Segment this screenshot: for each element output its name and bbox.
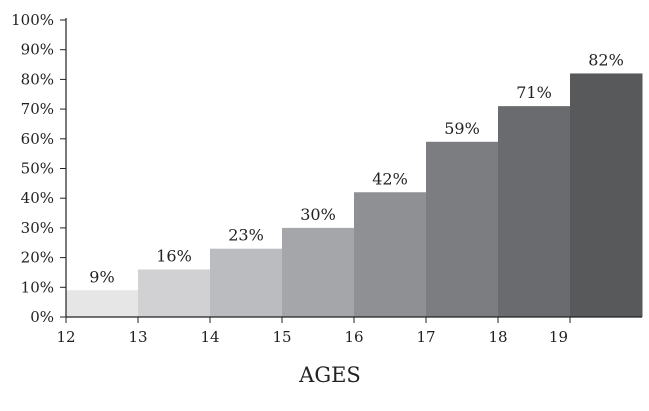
- bar: [354, 192, 427, 317]
- y-tick-label: 70%: [21, 100, 54, 118]
- x-tick-label: 12: [56, 328, 75, 346]
- x-tick-label: 18: [488, 328, 507, 346]
- y-tick-label: 20%: [21, 249, 54, 267]
- data-label: 30%: [300, 205, 336, 224]
- x-axis-title: AGES: [298, 363, 361, 387]
- y-tick-label: 80%: [21, 70, 54, 88]
- bar: [66, 290, 139, 317]
- x-tick-label: 13: [128, 328, 147, 346]
- bar: [210, 248, 283, 317]
- data-label: 23%: [228, 226, 264, 245]
- data-labels: 9% 16% 23% 30% 42% 59% 71% 82%: [89, 50, 623, 286]
- data-label: 16%: [156, 246, 192, 265]
- data-label: 82%: [588, 50, 624, 69]
- bar: [138, 269, 211, 317]
- data-label: 59%: [444, 119, 480, 138]
- bar: [426, 141, 499, 317]
- y-tick-label: 50%: [21, 160, 54, 178]
- data-label: 9%: [89, 267, 114, 286]
- axes: 0% 10% 20% 30% 40% 50% 60% 70% 80% 90% 100% 12 13 14 1…: [11, 11, 642, 346]
- y-tick-label: 90%: [21, 41, 54, 59]
- bar: [282, 227, 355, 317]
- x-tick-label: 15: [272, 328, 291, 346]
- y-tick-label: 100%: [11, 11, 54, 29]
- y-tick-label: 40%: [21, 189, 54, 207]
- data-label: 71%: [516, 83, 552, 102]
- y-tick-label: 60%: [21, 130, 54, 148]
- bar: [570, 73, 643, 318]
- y-tick-label: 30%: [21, 219, 54, 237]
- bar: [498, 106, 571, 317]
- y-tick-label: 10%: [21, 278, 54, 296]
- bars: [66, 73, 643, 318]
- x-tick-label: 16: [344, 328, 363, 346]
- x-tick-label: 17: [416, 328, 435, 346]
- x-tick-label: 14: [200, 328, 219, 346]
- x-tick-label: 19: [549, 328, 568, 346]
- data-label: 42%: [372, 169, 408, 188]
- y-tick-label: 0%: [30, 308, 54, 326]
